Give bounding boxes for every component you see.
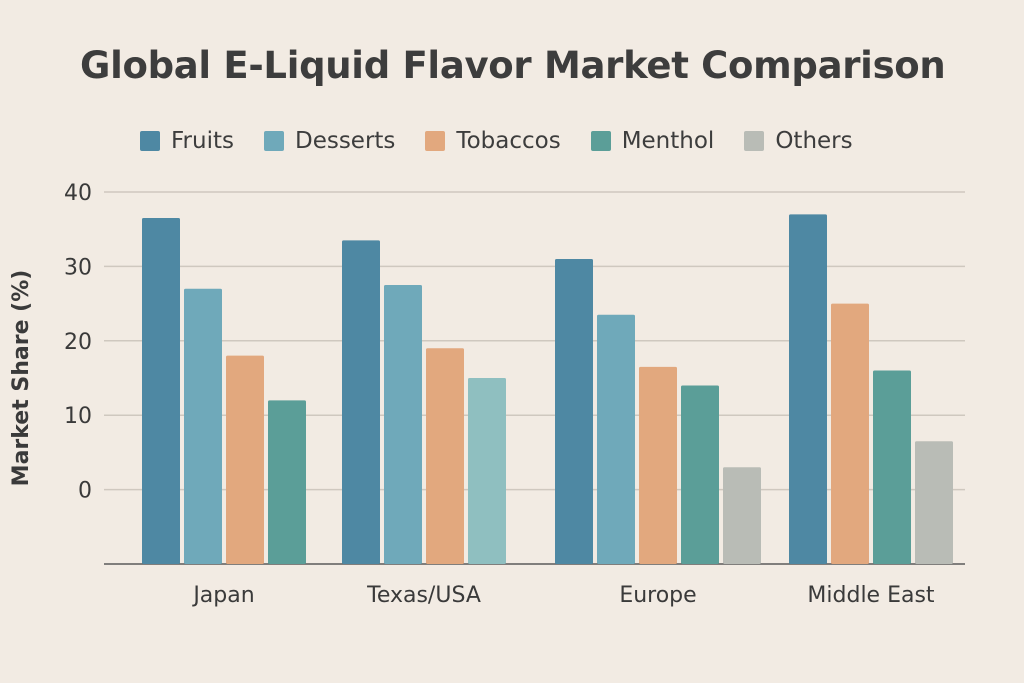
y-tick-label: 20 bbox=[64, 330, 92, 355]
y-axis-title: Market Share (%) bbox=[9, 270, 34, 487]
bar-tobaccos bbox=[831, 303, 869, 564]
x-category-label: Europe bbox=[619, 583, 696, 608]
bar-tobaccos bbox=[426, 348, 464, 564]
bar-fruits bbox=[789, 214, 827, 564]
legend-item-tobaccos: Tobaccos bbox=[425, 128, 561, 154]
bar-fruits bbox=[142, 218, 180, 565]
y-tick-label: 40 bbox=[64, 181, 92, 206]
legend: Fruits Desserts Tobaccos Menthol Others bbox=[140, 128, 853, 154]
legend-item-fruits: Fruits bbox=[140, 128, 234, 154]
x-category-label: Texas/USA bbox=[366, 583, 481, 608]
legend-label: Tobaccos bbox=[456, 128, 561, 154]
bar-others bbox=[723, 467, 761, 564]
bar-tobaccos bbox=[639, 366, 677, 564]
legend-swatch bbox=[590, 131, 611, 151]
bar-menthol bbox=[268, 400, 306, 564]
legend-label: Desserts bbox=[294, 128, 396, 154]
legend-item-others: Others bbox=[744, 128, 853, 154]
bar-menthol bbox=[873, 370, 911, 564]
legend-swatch bbox=[263, 131, 284, 151]
y-tick-label: 30 bbox=[64, 255, 92, 280]
bar-fruits bbox=[555, 258, 593, 564]
bar-menthol bbox=[681, 385, 719, 564]
bar-desserts bbox=[597, 314, 635, 564]
legend-label: Menthol bbox=[621, 128, 715, 154]
legend-swatch bbox=[425, 131, 446, 151]
bar-desserts bbox=[184, 288, 222, 564]
bar-tobaccos bbox=[226, 355, 264, 564]
legend-swatch bbox=[140, 131, 160, 151]
chart-title: Global E-Liquid Flavor Market Comparison bbox=[80, 44, 946, 87]
legend-label: Fruits bbox=[171, 128, 234, 154]
bar-others bbox=[468, 378, 506, 564]
legend-item-menthol: Menthol bbox=[590, 128, 715, 154]
bar-others bbox=[915, 441, 953, 564]
legend-label: Others bbox=[775, 128, 853, 154]
x-category-label: Japan bbox=[191, 583, 254, 608]
legend-swatch bbox=[744, 131, 765, 151]
y-tick-label: 10 bbox=[64, 404, 92, 429]
x-category-label: Middle East bbox=[807, 583, 935, 608]
bar-desserts bbox=[384, 285, 422, 564]
bar-fruits bbox=[342, 240, 380, 565]
legend-item-desserts: Desserts bbox=[263, 128, 396, 154]
y-tick-label: 0 bbox=[78, 479, 92, 504]
